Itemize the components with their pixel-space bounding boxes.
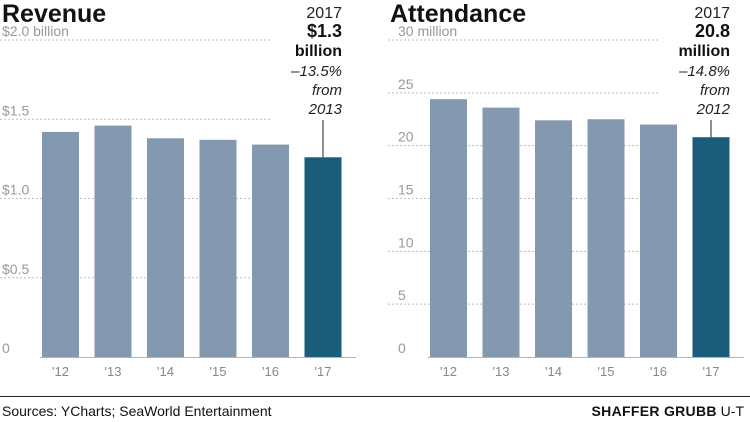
- attendance-bar-16: [640, 124, 677, 358]
- attendance-annotation-change: –14.8%: [678, 63, 730, 80]
- revenue-x-tick-label: '12: [52, 364, 69, 379]
- revenue-y-tick-label: $2.0 billion: [2, 23, 69, 39]
- attendance-title: Attendance: [390, 0, 526, 28]
- attendance-annotation-base-year: 2012: [696, 101, 731, 118]
- revenue-bar-17: [304, 157, 342, 357]
- revenue-annotation-unit: billion: [295, 43, 342, 60]
- footer-divider: [0, 396, 750, 397]
- attendance-annotation-unit: million: [678, 43, 730, 60]
- attendance-x-tick-label: '17: [703, 364, 720, 379]
- attendance-y-tick-label: 20: [398, 129, 414, 145]
- revenue-x-tick-label: '15: [210, 364, 227, 379]
- revenue-y-tick-label: $0.5: [2, 261, 29, 277]
- revenue-bar-12: [42, 131, 79, 357]
- revenue-bar-15: [199, 139, 237, 357]
- credit-name: SHAFFER GRUBB: [591, 403, 717, 419]
- attendance-x-tick-label: '16: [650, 364, 667, 379]
- attendance-annotation-value: 20.8: [695, 21, 730, 41]
- revenue-x-tick-label: '17: [315, 364, 332, 379]
- attendance-bar-14: [535, 120, 572, 357]
- revenue-x-tick-label: '14: [157, 364, 174, 379]
- attendance-annotation-year: 2017: [694, 5, 730, 22]
- revenue-bar-16: [252, 144, 289, 357]
- credit-line: SHAFFER GRUBB U-T: [592, 403, 744, 419]
- revenue-title: Revenue: [2, 0, 106, 28]
- attendance-bar-13: [482, 107, 520, 357]
- revenue-x-tick-label: '13: [105, 364, 122, 379]
- attendance-bar-17: [692, 137, 730, 357]
- attendance-x-tick-label: '14: [545, 364, 562, 379]
- attendance-y-tick-label: 0: [398, 340, 406, 356]
- attendance-y-tick-label: 25: [398, 76, 414, 92]
- attendance-y-tick-label: 30 million: [398, 23, 457, 39]
- revenue-annotation-base-year: 2013: [308, 101, 343, 118]
- attendance-y-tick-label: 15: [398, 182, 414, 198]
- revenue-y-tick-label: $1.0: [2, 182, 29, 198]
- attendance-bar-15: [587, 119, 625, 357]
- attendance-y-tick-label: 10: [398, 234, 414, 250]
- attendance-annotation-from: from: [700, 82, 730, 99]
- revenue-y-tick-label: 0: [2, 340, 10, 356]
- chart-area: Revenue 0 $0.5 $1.0 $1.5 $2.0 billion '12 '13 '1…: [0, 0, 744, 379]
- revenue-annotation-change: –13.5%: [290, 63, 342, 80]
- attendance-x-tick-label: '12: [440, 364, 457, 379]
- attendance-x-tick-label: '15: [598, 364, 615, 379]
- credit-org: U-T: [720, 403, 744, 419]
- revenue-annotation-value: $1.3: [307, 21, 342, 41]
- attendance-y-tick-label: 5: [398, 287, 406, 303]
- attendance-bar-12: [430, 99, 467, 357]
- revenue-y-tick-label: $1.5: [2, 102, 29, 118]
- source-note: Sources: YCharts; SeaWorld Entertainment: [2, 403, 272, 419]
- revenue-x-tick-label: '16: [262, 364, 279, 379]
- attendance-x-tick-label: '13: [493, 364, 510, 379]
- revenue-bar-14: [147, 138, 184, 357]
- revenue-annotation-year: 2017: [306, 5, 342, 22]
- revenue-bar-13: [94, 125, 132, 357]
- revenue-annotation-from: from: [312, 82, 342, 99]
